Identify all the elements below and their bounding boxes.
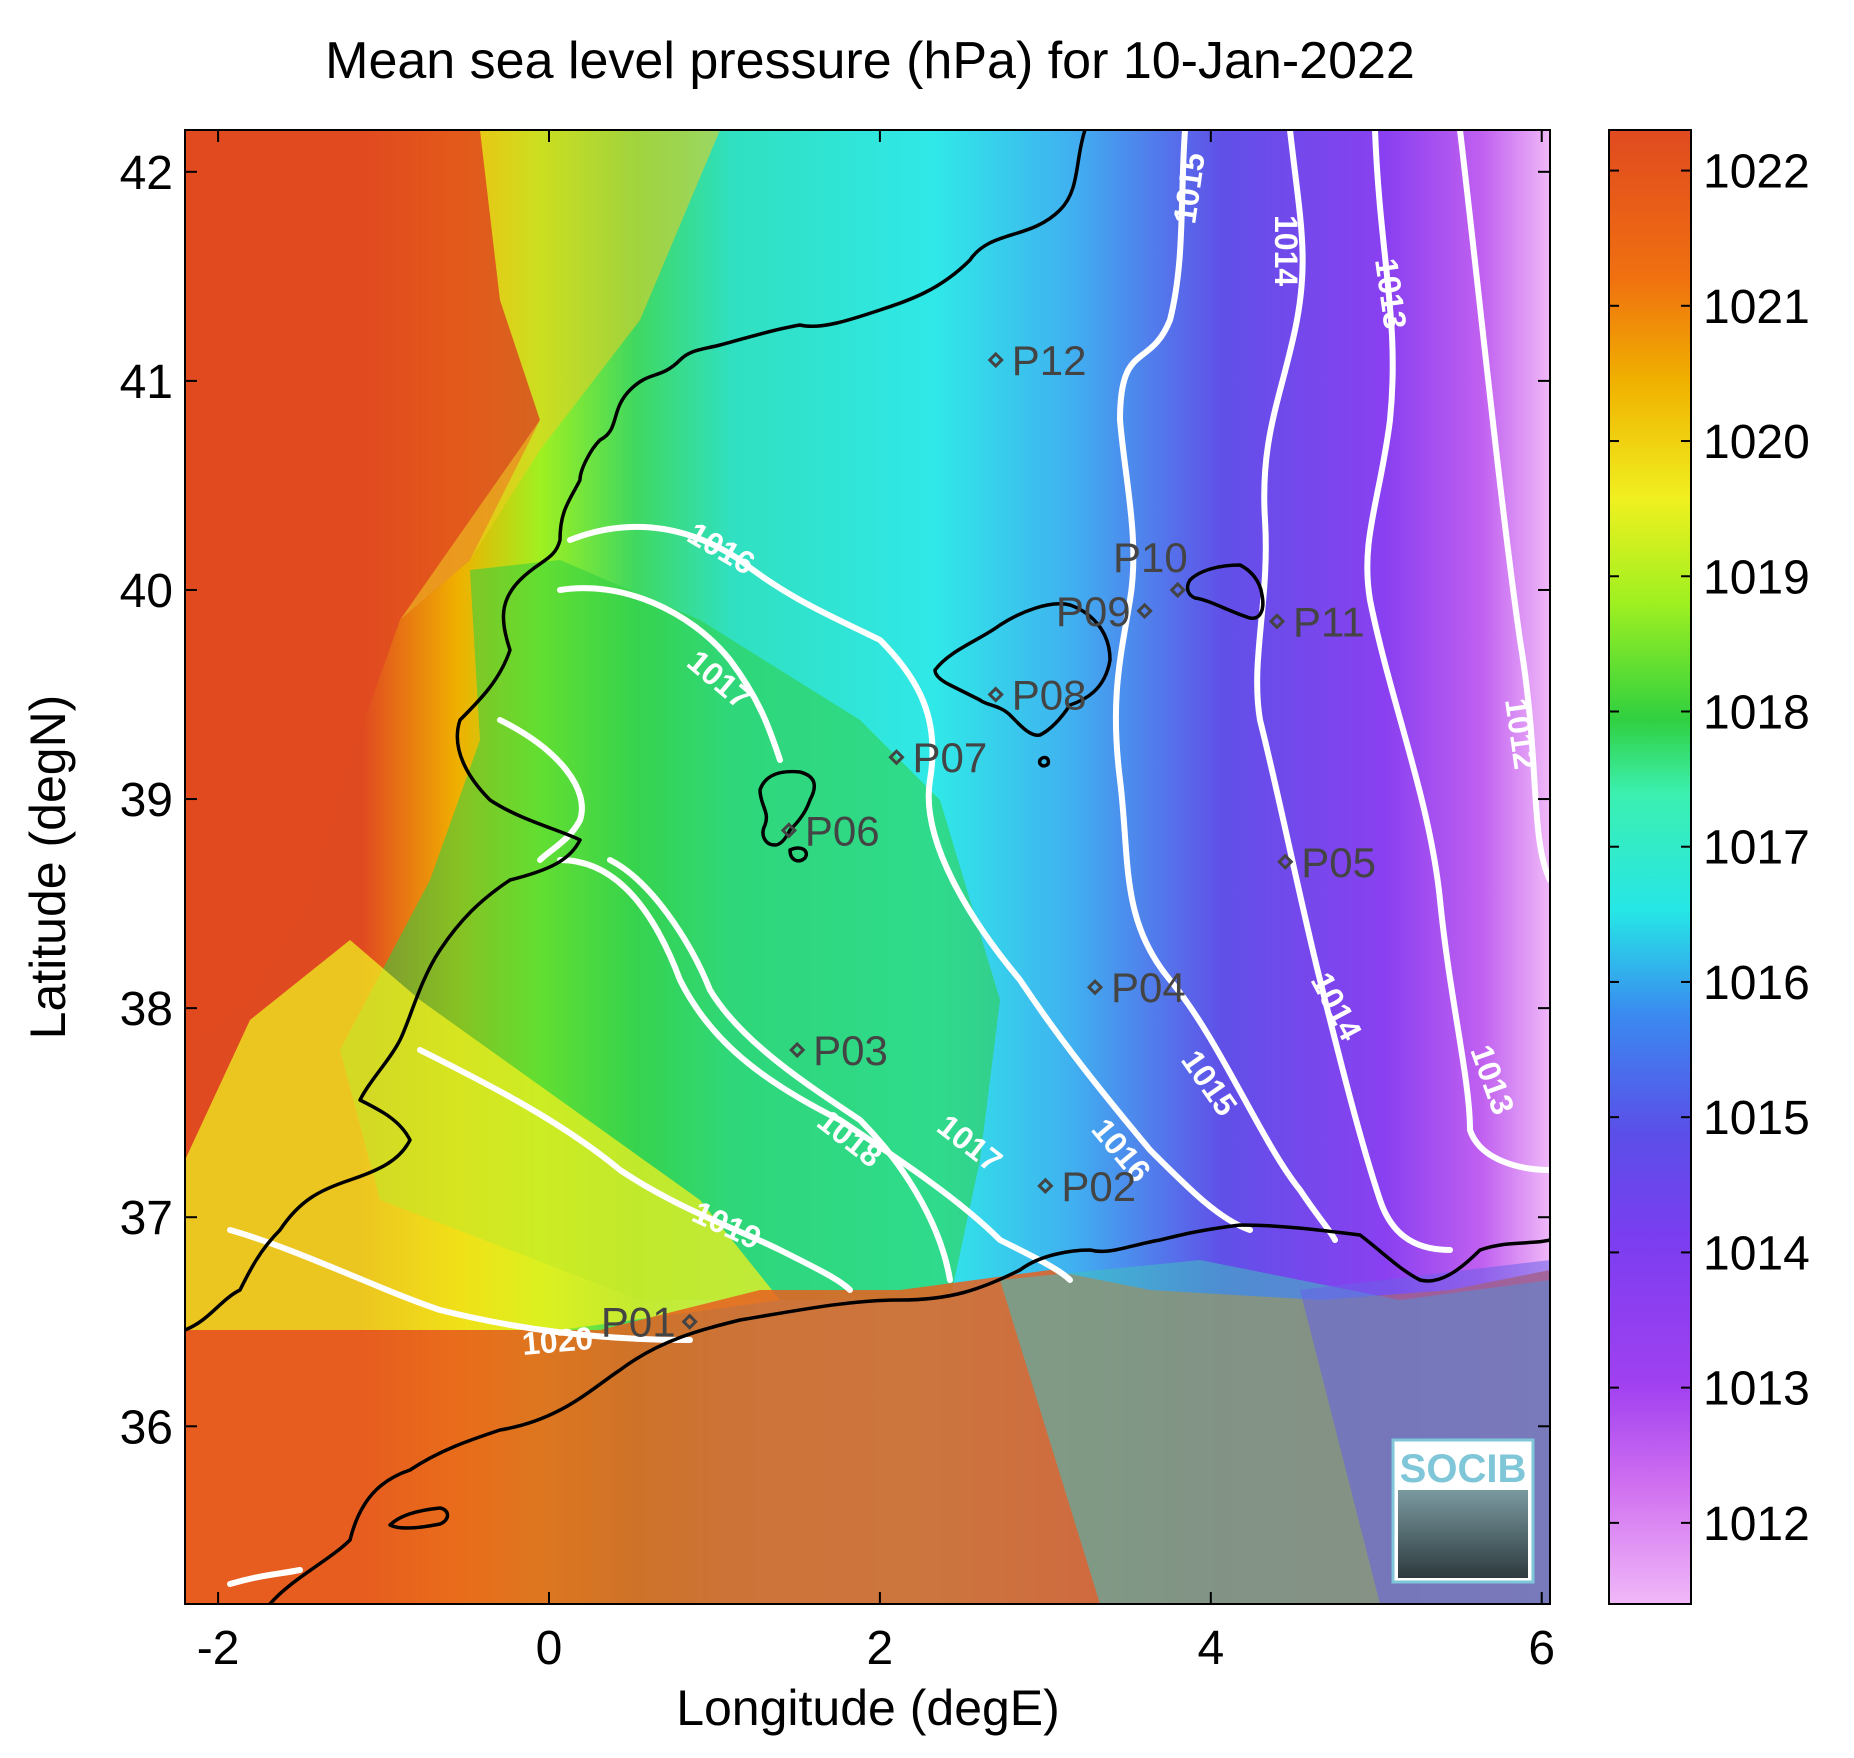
coastline-africa [268, 1223, 1550, 1604]
contour-1013 [1364, 130, 1550, 1173]
y-tick-label: 38 [120, 983, 173, 1036]
coastline-iberia [185, 130, 1087, 1332]
point-marker [1086, 979, 1104, 996]
coastline-alboran-island [388, 1506, 450, 1530]
colorbar-tick-label: 1016 [1703, 957, 1810, 1010]
y-tick-label: 37 [120, 1192, 173, 1245]
y-tick-label: 42 [120, 147, 173, 200]
x-tick-label: 6 [1528, 1622, 1555, 1675]
y-tick-label: 40 [120, 565, 173, 618]
point-marker [1268, 613, 1286, 630]
map-area: 1012 1013 1013 1014 1014 1015 1015 1016 … [185, 130, 1550, 1604]
point-marker [681, 1313, 698, 1330]
colorbar-ticks: 1012 1013 1014 1015 1016 1017 1018 1019 1020 1021… [1609, 146, 1810, 1551]
colorbar-tick-label: 1022 [1703, 146, 1810, 199]
point-label: P10 [1113, 534, 1188, 581]
point-label: P02 [1061, 1163, 1136, 1210]
colorbar-tick-label: 1019 [1703, 551, 1810, 604]
colorbar-tick-label: 1017 [1703, 822, 1810, 875]
colorbar-tick-label: 1012 [1703, 1498, 1810, 1551]
colorbar-tick-label: 1021 [1703, 281, 1810, 334]
contour-lines [227, 130, 1550, 1587]
contour-1017-south [557, 857, 1073, 1283]
x-tick-label: -2 [197, 1622, 240, 1675]
coastline-cabrera [1037, 755, 1051, 768]
y-tick-label: 36 [120, 1401, 173, 1454]
point-label: P01 [601, 1299, 676, 1346]
x-axis: -2 0 2 4 6 [197, 130, 1555, 1675]
point-label: P12 [1012, 337, 1087, 384]
socib-logo-text: SOCIB [1400, 1447, 1527, 1491]
land-north-transition [400, 130, 720, 620]
colorbar-tick-label: 1018 [1703, 686, 1810, 739]
x-tick-label: 2 [867, 1622, 894, 1675]
point-label: P11 [1293, 598, 1365, 645]
coastline-formentera [788, 846, 808, 863]
land-north-iberia [185, 130, 540, 1050]
contour-1020-south [227, 1567, 303, 1587]
points-layer: P01 P02 P03 P04 P05 P06 P07 P08 P09 P10 P11 P12 [601, 337, 1376, 1346]
contour-1015 [1112, 130, 1338, 1243]
y-axis-label: Latitude (degN) [20, 695, 76, 1040]
colorbar-tick-label: 1014 [1703, 1227, 1810, 1280]
contour-1019 [417, 1047, 853, 1293]
point-label: P06 [805, 807, 880, 854]
point-marker [987, 351, 1004, 369]
contour-1012 [1457, 130, 1550, 883]
map-frame [184, 129, 1551, 1605]
contour-1017-mid [497, 717, 585, 863]
point-marker [789, 1041, 806, 1059]
chart-title: Mean sea level pressure (hPa) for 10-Jan… [325, 32, 1415, 90]
colorbar [1608, 129, 1692, 1605]
contour-label-1020: 1020 [520, 1320, 594, 1362]
point-label: P04 [1111, 964, 1186, 1011]
zone-yellow [185, 940, 780, 1330]
socib-logo: SOCIB [1391, 1438, 1535, 1584]
x-tick-label: 4 [1197, 1622, 1224, 1675]
x-tick-label: 0 [536, 1622, 563, 1675]
point-marker [1037, 1177, 1054, 1194]
coastline-ibiza [758, 769, 817, 847]
point-label: P09 [1056, 588, 1131, 635]
coastline-mallorca [933, 602, 1112, 737]
point-marker [987, 686, 1004, 703]
coastline-menorca [1185, 563, 1265, 620]
colorbar-tick-label: 1013 [1703, 1363, 1810, 1416]
y-tick-label: 41 [120, 356, 173, 409]
contour-1014 [1254, 130, 1453, 1253]
point-marker [1136, 602, 1153, 620]
contour-label-1014-north: 1014 [1268, 215, 1304, 286]
point-label: P07 [912, 734, 987, 781]
point-marker [1277, 853, 1294, 870]
point-label: P03 [813, 1027, 888, 1074]
y-axis: 36 37 38 39 40 41 42 [120, 147, 1550, 1454]
colorbar-tick-label: 1015 [1703, 1092, 1810, 1145]
point-marker [888, 749, 905, 766]
contour-1018 [607, 857, 953, 1283]
point-label: P08 [1012, 672, 1087, 719]
coastlines [185, 130, 1550, 1604]
contour-1017-north [557, 585, 783, 763]
x-axis-label: Longitude (degE) [676, 1680, 1060, 1736]
contour-1020 [227, 1227, 693, 1343]
point-label: P05 [1301, 839, 1376, 886]
colorbar-tick-label: 1020 [1703, 416, 1810, 469]
point-marker [1169, 581, 1186, 599]
point-marker [780, 822, 798, 839]
y-tick-label: 39 [120, 774, 173, 827]
contour-1016 [567, 523, 1253, 1233]
